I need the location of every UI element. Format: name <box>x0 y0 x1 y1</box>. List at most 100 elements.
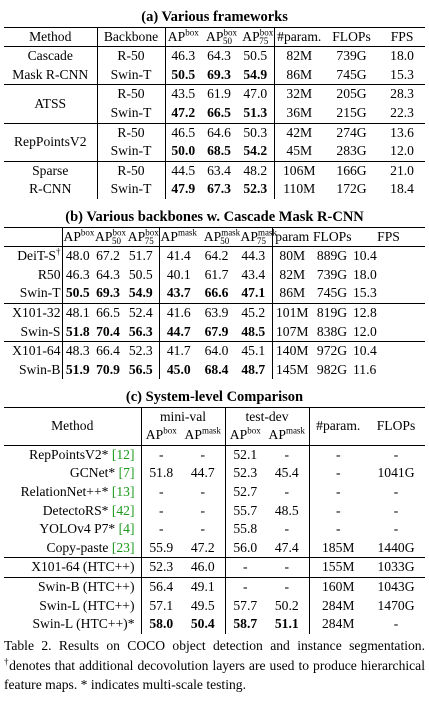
cell-value: 51.9 <box>61 360 93 380</box>
cell-value: 44.3 <box>235 246 272 266</box>
citation-link[interactable]: [12] <box>111 446 135 462</box>
cell-ap50: 66.5 <box>207 104 231 120</box>
cell-value: 45.0 <box>158 360 198 380</box>
cell-backbone: R-50 <box>96 122 165 143</box>
header-method: Method <box>4 406 141 446</box>
cell-flops: 739G <box>324 46 379 66</box>
cell-value: 1043G <box>367 576 426 597</box>
cell-value: - <box>200 483 206 499</box>
cell-value: 67.9 <box>204 323 229 339</box>
header-fps: FPS <box>379 26 426 47</box>
citation-link[interactable]: [13] <box>111 483 135 499</box>
cell-method: X101-64 (HTC++) <box>4 557 141 578</box>
cell-value: 48.5 <box>274 502 299 518</box>
cell-method: Mask R-CNN <box>12 66 89 82</box>
cell-value: 160M <box>308 576 367 597</box>
citation-link[interactable]: [4] <box>118 521 135 537</box>
cell-method: R50 <box>4 266 62 285</box>
cell-method: Copy-paste [23] <box>4 539 141 558</box>
cell-value: 101M <box>271 302 312 323</box>
cell-value: 64.3 <box>96 266 120 282</box>
cell-value: - <box>265 444 309 465</box>
cell-backbone: Swin-T <box>96 180 165 199</box>
cell-value: 284M <box>308 615 367 634</box>
cell-value: 10.4 <box>352 246 426 266</box>
cell-fps: 12.0 <box>390 143 414 159</box>
cell-value: 66.6 <box>204 285 229 301</box>
cell-value: - <box>393 483 399 499</box>
cell-flops: 745G <box>336 66 367 82</box>
section-a-title: (a) Various frameworks <box>141 9 288 25</box>
header-ap75-box: APbox75 <box>123 226 159 247</box>
citation-link[interactable]: [7] <box>118 465 135 481</box>
cell-value: - <box>308 464 367 483</box>
cell-fps: 21.0 <box>379 160 426 181</box>
cell-value: 45.1 <box>235 341 272 361</box>
cell-method: GCNet* [7] <box>4 464 141 483</box>
cell-value: 140M <box>271 341 312 361</box>
table-row: Copy-paste [23] 55.9 47.2 56.0 47.4 185M 1440G <box>4 538 425 558</box>
table-row: DeiT-S† 48.0 67.2 51.7 41.4 64.2 44.3 80M 889G 10… <box>4 246 426 266</box>
cell-value: 52.3 <box>224 464 265 483</box>
cell-value: 50.2 <box>274 597 299 613</box>
cell-value: 50.5 <box>128 266 153 282</box>
cell-value: 52.3 <box>123 341 159 361</box>
cell-fps: 28.3 <box>379 84 426 104</box>
method-name: X101-64 (HTC++) <box>31 559 135 575</box>
cell-ap50: 64.6 <box>201 122 237 143</box>
cell-ap75: 50.3 <box>237 122 274 143</box>
cell-value: 55.9 <box>140 538 181 558</box>
section-a-title-row: (a) Various frameworks <box>4 8 425 27</box>
header-testdev: test-dev <box>224 406 309 427</box>
cell-value: 47.1 <box>241 285 266 301</box>
cell-value: 57.7 <box>224 596 265 616</box>
header-ap50-box: APbox50 <box>93 226 126 247</box>
cell-value: 45.4 <box>274 465 299 481</box>
cell-value: 50.4 <box>190 616 215 632</box>
cell-value: 11.6 <box>353 361 377 377</box>
table-row: Cascade R-50 46.3 64.3 50.5 82M 739G 18.0 <box>4 46 426 66</box>
cell-value: 284M <box>308 596 367 616</box>
citation-link[interactable]: [23] <box>111 539 135 555</box>
table-row: ATSS R-50 43.5 61.9 47.0 32M 205G 28.3 <box>4 84 426 124</box>
cell-method: Sparse <box>4 160 97 181</box>
cell-value: - <box>140 482 181 502</box>
method-name: X101-64 <box>12 343 61 359</box>
cell-value: 63.9 <box>198 302 235 323</box>
cell-ap50: 61.9 <box>201 84 237 104</box>
method-name: GCNet* <box>69 465 116 481</box>
cell-method: RepPointsV2 <box>4 122 97 162</box>
cell-fps: 18.4 <box>390 181 414 197</box>
cell-value: - <box>265 557 309 578</box>
cell-value: 1470G <box>377 597 415 613</box>
cell-value: 185M <box>308 538 367 558</box>
citation-link[interactable]: [42] <box>111 502 135 518</box>
cell-ap: 50.5 <box>164 65 201 85</box>
header-ap-mask-td: APmask <box>268 425 305 443</box>
cell-ap: 50.0 <box>164 142 201 162</box>
cell-value: 70.9 <box>96 361 120 377</box>
cell-method: Swin-B <box>4 361 62 380</box>
section-c-header-2: APbox APmask APbox APmask <box>4 425 425 446</box>
table-row: Swin-L (HTC++)* 58.0 50.4 58.7 51.1 284M - <box>4 615 425 634</box>
cell-method: Swin-L (HTC++)* <box>4 615 141 634</box>
cell-value: 18.0 <box>353 266 377 282</box>
cell-value: 49.5 <box>190 597 215 613</box>
cell-value: - <box>308 482 367 502</box>
cell-value: - <box>140 520 181 539</box>
table-b: (b) Various backbones w. Cascade Mask R-… <box>4 208 426 380</box>
cell-value: 58.0 <box>140 615 181 634</box>
cell-value: 55.8 <box>224 520 265 539</box>
cell-flops: 274G <box>324 122 379 143</box>
cell-method: Swin-B (HTC++) <box>4 576 141 597</box>
method-name: Swin-T <box>19 285 61 301</box>
cell-flops: 283G <box>336 143 367 159</box>
cell-fps: 22.3 <box>390 104 414 120</box>
cell-value: 55.7 <box>224 501 265 521</box>
cell-method: Swin-L (HTC++) <box>4 597 141 616</box>
method-name: Swin-L (HTC++) <box>39 597 135 613</box>
cell-backbone: Swin-T <box>96 65 165 85</box>
header-ap50-mask: APmask50 <box>198 226 240 247</box>
cell-value: - <box>284 521 290 537</box>
cell-value: - <box>265 576 309 597</box>
